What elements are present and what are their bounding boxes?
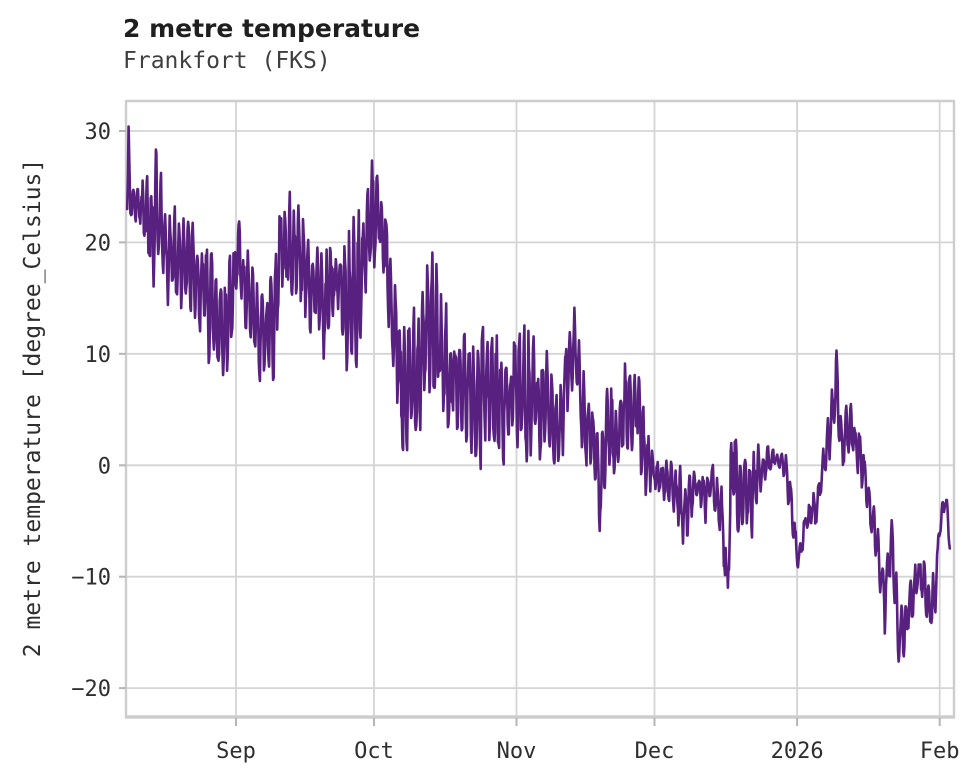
- y-tick-label: 20: [85, 231, 112, 256]
- x-tick-label: Nov: [497, 739, 537, 764]
- axes-spines: [124, 99, 956, 719]
- y-tick-label: 30: [85, 120, 112, 145]
- temperature-series-line: [125, 125, 952, 663]
- temperature-series: [125, 125, 952, 663]
- gridlines: [127, 102, 953, 716]
- y-tick-labels: 30 20 10 0 −10 −20: [71, 120, 111, 702]
- y-tick-label: −20: [71, 677, 111, 702]
- x-tick-label: Sep: [216, 739, 256, 764]
- x-tick-label: Oct: [354, 739, 394, 764]
- axis-ticks: [119, 130, 941, 726]
- chart-title: 2 metre temperature: [123, 14, 421, 43]
- x-tick-label: Dec: [635, 739, 675, 764]
- y-tick-label: 10: [85, 343, 112, 368]
- x-tick-label: Feb: [920, 739, 960, 764]
- y-tick-label: −10: [71, 566, 111, 591]
- x-tick-labels: Sep Oct Nov Dec 2026 Feb: [216, 739, 959, 764]
- x-tick-label: 2026: [771, 739, 824, 764]
- y-tick-label: 0: [98, 454, 111, 479]
- chart-subtitle: Frankfort (FKS): [123, 48, 331, 74]
